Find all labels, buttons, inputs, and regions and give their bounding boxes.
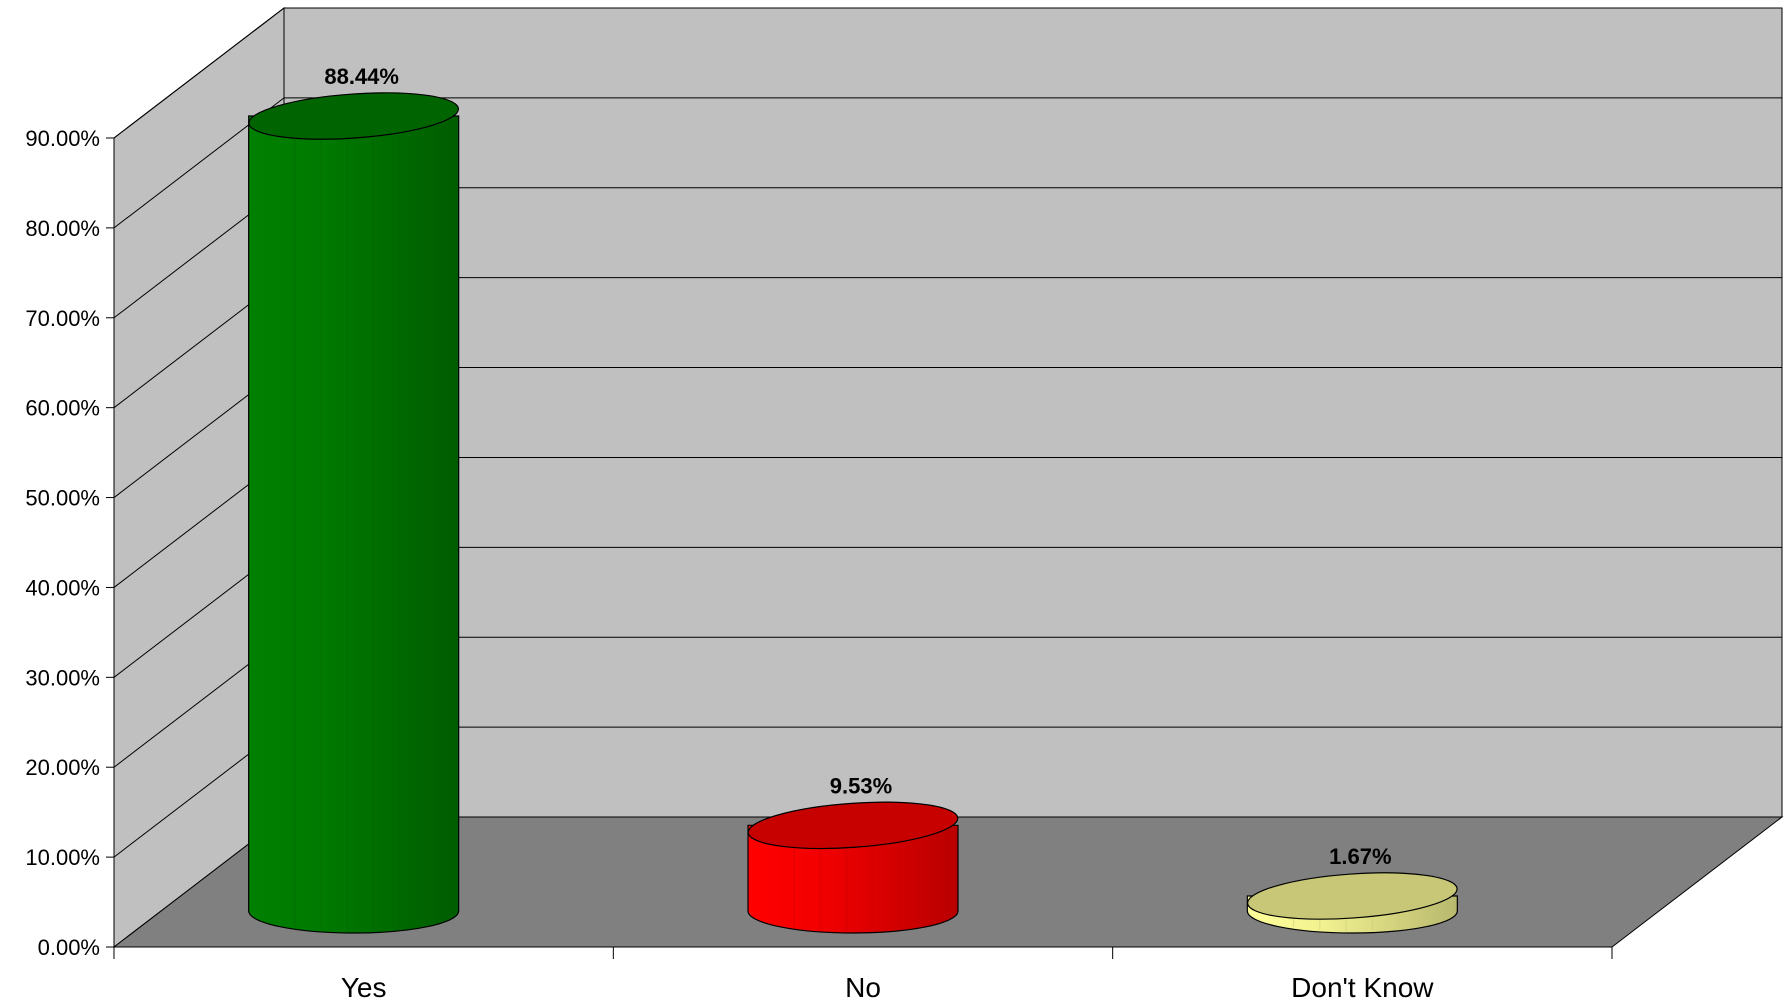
- y-tick-label: 10.00%: [25, 845, 100, 870]
- gridline-side: [113, 7, 285, 139]
- data-label: 1.67%: [1329, 844, 1391, 869]
- y-tick-label: 0.00%: [38, 935, 100, 960]
- y-tick-labels: 0.00% 10.00% 20.00% 30.00% 40.00% 50.00% 60.00…: [25, 126, 100, 960]
- bar-don-t-know: [1246, 872, 1458, 934]
- axes: [106, 137, 1613, 959]
- data-label: 88.44%: [324, 64, 399, 89]
- data-labels: 88.44% 9.53% 1.67%: [324, 64, 1391, 869]
- category-label: Yes: [341, 972, 387, 1003]
- category-label: No: [845, 972, 881, 1003]
- data-label: 9.53%: [830, 773, 892, 798]
- bar-top: [747, 801, 959, 850]
- y-tick-label: 40.00%: [25, 575, 100, 600]
- y-tick-label: 50.00%: [25, 486, 100, 511]
- bar-top: [1246, 872, 1458, 920]
- y-tick-label: 70.00%: [25, 306, 100, 331]
- y-tick-label: 30.00%: [25, 665, 100, 690]
- category-labels: Yes No Don't Know: [341, 972, 1434, 1003]
- y-tick-label: 20.00%: [25, 755, 100, 780]
- back-wall: [283, 7, 1783, 818]
- y-tick-label: 60.00%: [25, 396, 100, 421]
- bar-yes: [248, 92, 460, 934]
- y-tick-label: 80.00%: [25, 216, 100, 241]
- bars: [248, 92, 1458, 934]
- bar-no: [747, 801, 959, 934]
- bar-body: [248, 115, 460, 934]
- bar-top: [248, 92, 460, 140]
- category-label: Don't Know: [1291, 972, 1434, 1003]
- bar-body: [747, 824, 959, 934]
- y-tick-label: 90.00%: [25, 126, 100, 151]
